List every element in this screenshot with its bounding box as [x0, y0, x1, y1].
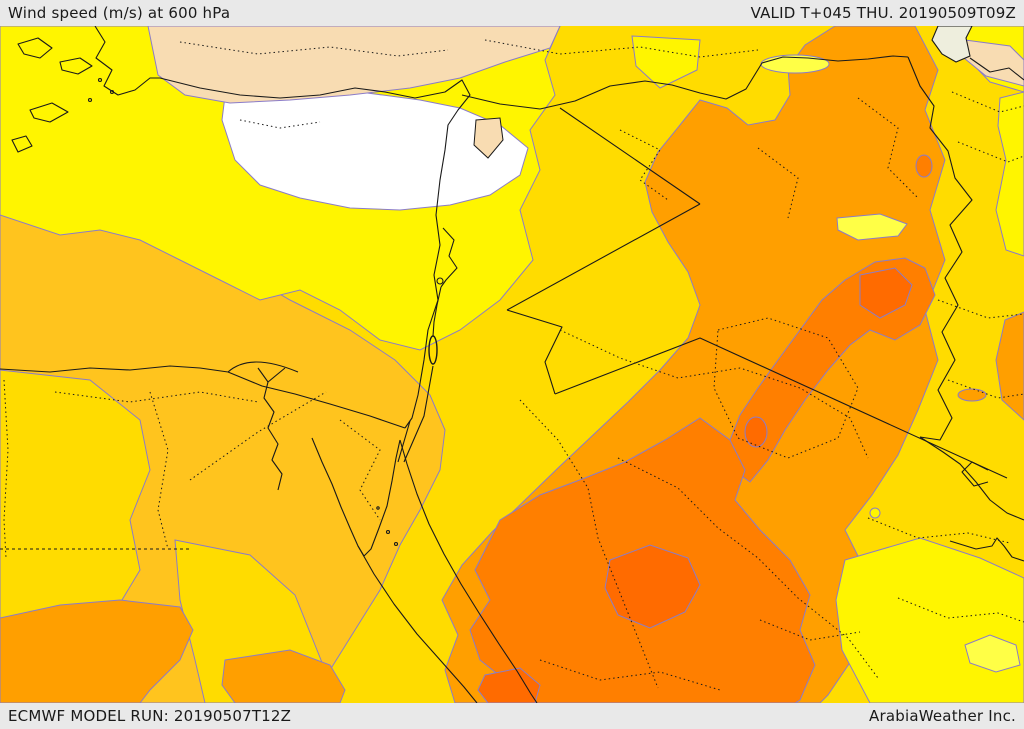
wind-region-orange-spot [957, 388, 987, 402]
wind-region-calm-mediterranean [221, 71, 529, 211]
wind-region-yellow-east [995, 91, 1024, 257]
wind-region-orange-south-egypt2 [221, 649, 346, 703]
admin-boundaries-dotted [0, 39, 1024, 691]
coastlines-and-borders [0, 26, 1024, 703]
wind-region-orange-east-edge [995, 311, 1024, 421]
model-run-label: ECMWF MODEL RUN: 20190507T12Z [8, 707, 292, 725]
cyprus-island [473, 117, 504, 159]
wind-region-orange-south-egypt [0, 599, 194, 703]
credit-label: ArabiaWeather Inc. [869, 707, 1016, 725]
wind-region-deeporange-central [604, 544, 701, 629]
wind-region-deeporange-mid [744, 416, 768, 448]
weather-map [0, 26, 1024, 703]
wind-region-pale-southeast [964, 634, 1021, 673]
footer-bar: ECMWF MODEL RUN: 20190507T12Z ArabiaWeat… [0, 703, 1024, 729]
header-bar: Wind speed (m/s) at 600 hPa VALID T+045 … [0, 0, 1024, 26]
wind-region-yellow-pocket1 [631, 35, 701, 89]
map-title: Wind speed (m/s) at 600 hPa [8, 4, 231, 22]
valid-time-label: VALID T+045 THU. 20190509T09Z [750, 4, 1016, 22]
wind-region-pale-pocket2 [836, 213, 908, 241]
wind-region-deeporange-south [477, 667, 541, 703]
wind-region-deeporange-ne [859, 267, 913, 319]
caspian-sea-tip [931, 26, 973, 63]
wind-region-yellow-dot [869, 507, 881, 519]
wind-region-darkorange-spot [915, 154, 933, 178]
wind-speed-contour-map [0, 26, 1024, 703]
